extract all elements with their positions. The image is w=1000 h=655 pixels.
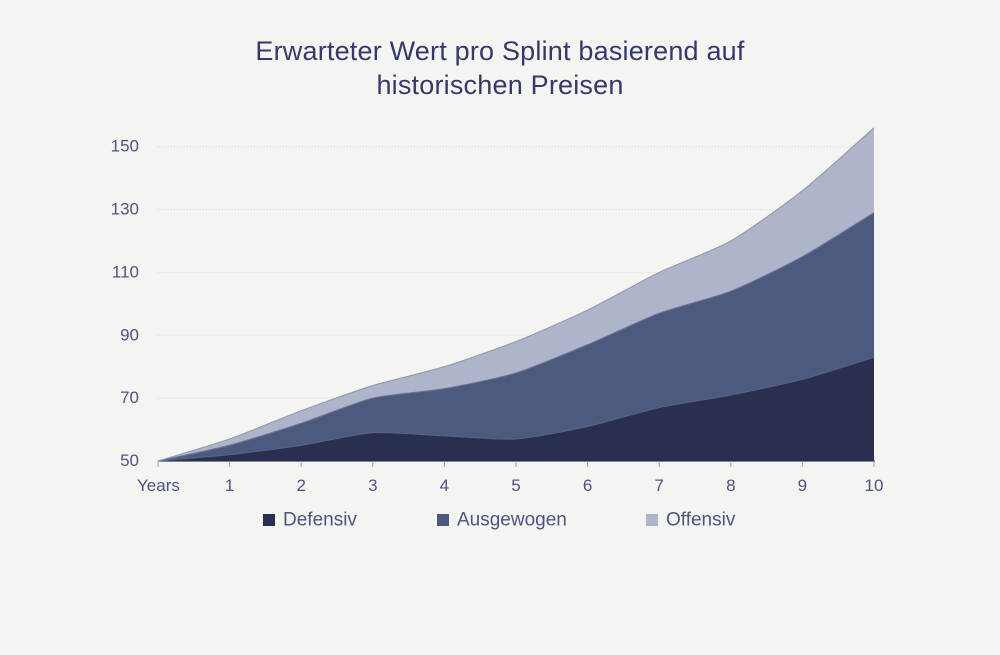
svg-text:150: 150 — [111, 137, 139, 156]
svg-text:4: 4 — [440, 476, 449, 495]
svg-text:130: 130 — [111, 200, 139, 219]
svg-text:3: 3 — [368, 476, 377, 495]
svg-text:110: 110 — [112, 262, 139, 281]
svg-text:8: 8 — [726, 476, 735, 495]
svg-text:2: 2 — [296, 476, 305, 495]
svg-text:Ausgewogen: Ausgewogen — [457, 510, 567, 531]
svg-text:Offensiv: Offensiv — [666, 510, 736, 531]
svg-text:9: 9 — [798, 476, 807, 495]
svg-text:5: 5 — [511, 476, 520, 495]
svg-text:6: 6 — [583, 476, 592, 495]
svg-text:70: 70 — [120, 388, 139, 407]
svg-text:Defensiv: Defensiv — [283, 510, 357, 531]
svg-text:90: 90 — [120, 325, 139, 344]
svg-text:50: 50 — [120, 451, 139, 470]
svg-text:7: 7 — [654, 476, 663, 495]
svg-text:10: 10 — [865, 476, 884, 495]
svg-text:1: 1 — [225, 476, 234, 495]
svg-text:Years: Years — [137, 476, 180, 495]
